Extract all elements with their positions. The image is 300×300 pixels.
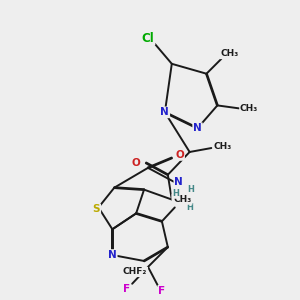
Text: O: O [132,158,140,168]
Text: CH₃: CH₃ [220,50,238,58]
Text: CH₃: CH₃ [213,142,231,151]
Text: N: N [172,194,181,205]
Text: F: F [123,284,130,294]
Text: N: N [160,107,169,117]
Text: N: N [193,123,202,133]
Text: CHF₂: CHF₂ [123,267,147,276]
Text: H: H [187,185,194,194]
Text: F: F [158,286,166,296]
Text: S: S [93,204,100,214]
Text: CH₃: CH₃ [240,104,258,113]
Text: N: N [108,250,117,260]
Text: H: H [172,189,179,198]
Text: O: O [175,150,184,160]
Text: Cl: Cl [142,32,154,44]
Text: H: H [186,203,193,212]
Text: CH₃: CH₃ [174,195,192,204]
Text: N: N [174,177,183,187]
